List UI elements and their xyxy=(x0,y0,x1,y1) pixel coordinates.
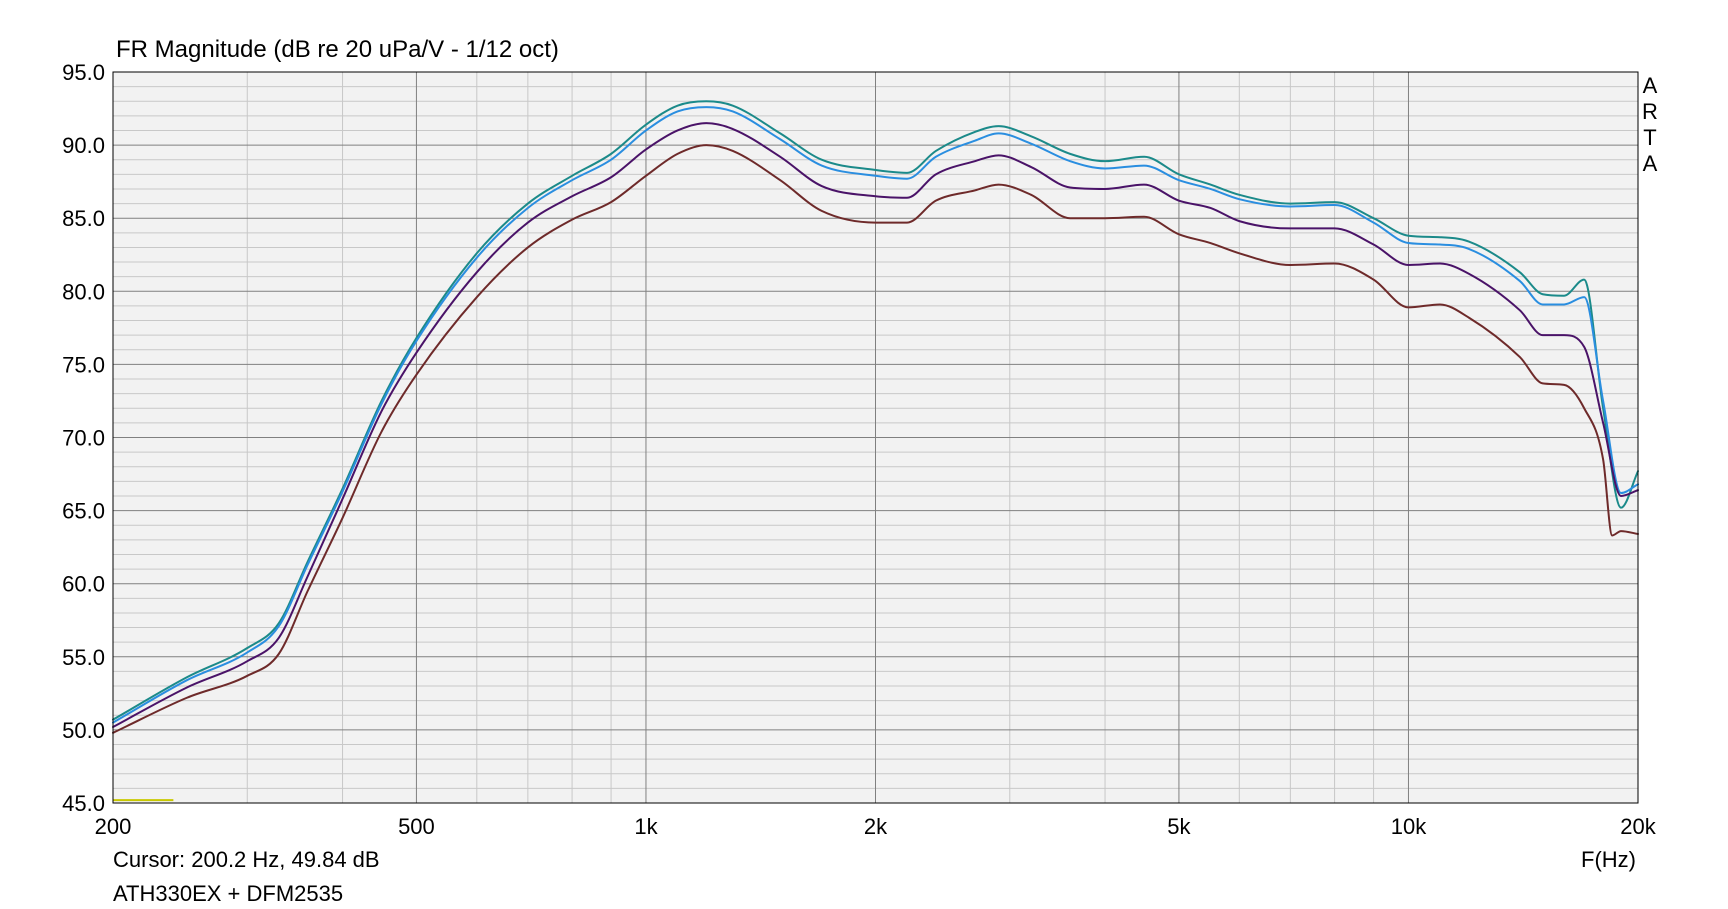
x-tick-label: 2k xyxy=(864,814,888,839)
y-tick-label: 60.0 xyxy=(62,572,105,597)
x-tick-label: 10k xyxy=(1391,814,1427,839)
chart-title: FR Magnitude (dB re 20 uPa/V - 1/12 oct) xyxy=(116,36,559,63)
brand-letter-4: A xyxy=(1643,151,1658,176)
y-tick-label: 90.0 xyxy=(62,133,105,158)
measurement-description: ATH330EX + DFM2535 xyxy=(113,881,343,906)
labels-layer: FR Magnitude (dB re 20 uPa/V - 1/12 oct)… xyxy=(62,36,1658,906)
y-tick-label: 65.0 xyxy=(62,499,105,524)
x-tick-label: 200 xyxy=(95,814,132,839)
brand-letter-1: A xyxy=(1643,73,1658,98)
x-tick-label: 20k xyxy=(1620,814,1656,839)
series-layer xyxy=(112,100,1639,802)
y-tick-label: 85.0 xyxy=(62,206,105,231)
x-tick-label: 5k xyxy=(1167,814,1191,839)
plot-frame xyxy=(112,71,1639,804)
x-tick-label: 1k xyxy=(634,814,658,839)
y-tick-label: 55.0 xyxy=(62,645,105,670)
y-tick-label: 50.0 xyxy=(62,718,105,743)
y-tick-label: 45.0 xyxy=(62,791,105,816)
y-tick-label: 95.0 xyxy=(62,60,105,85)
series-line-2 xyxy=(112,106,1639,724)
y-tick-label: 70.0 xyxy=(62,426,105,451)
brand-letter-3: T xyxy=(1643,125,1656,150)
series-line-3 xyxy=(112,122,1639,728)
series-line-1 xyxy=(112,100,1639,721)
series-line-4 xyxy=(112,144,1639,734)
grid-lines xyxy=(112,71,1639,804)
x-axis-label: F(Hz) xyxy=(1581,847,1636,872)
y-tick-label: 80.0 xyxy=(62,279,105,304)
y-tick-label: 75.0 xyxy=(62,352,105,377)
x-tick-label: 500 xyxy=(398,814,435,839)
cursor-readout: Cursor: 200.2 Hz, 49.84 dB xyxy=(113,847,380,872)
brand-letter-2: R xyxy=(1642,99,1658,124)
